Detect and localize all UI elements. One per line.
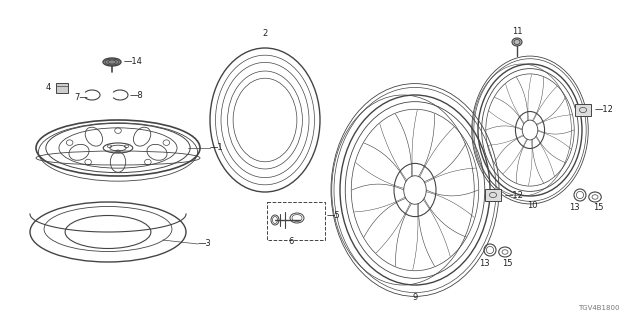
Text: 9: 9	[412, 292, 418, 301]
Text: —12: —12	[595, 106, 614, 115]
Text: —8: —8	[130, 91, 144, 100]
Ellipse shape	[512, 38, 522, 46]
Text: 15: 15	[593, 204, 604, 212]
Text: —14: —14	[124, 58, 143, 67]
Text: —12: —12	[505, 190, 524, 199]
Text: —1: —1	[210, 143, 223, 153]
Text: 15: 15	[502, 259, 512, 268]
Ellipse shape	[105, 59, 119, 65]
Text: 6: 6	[288, 237, 294, 246]
Text: 4: 4	[45, 84, 51, 92]
Text: TGV4B1800: TGV4B1800	[579, 305, 620, 311]
FancyBboxPatch shape	[485, 189, 501, 201]
Text: 10: 10	[527, 202, 537, 211]
Text: —5: —5	[327, 212, 340, 220]
Text: 13: 13	[569, 204, 579, 212]
FancyBboxPatch shape	[575, 104, 591, 116]
Text: 11: 11	[512, 28, 522, 36]
Text: 13: 13	[479, 259, 490, 268]
FancyBboxPatch shape	[56, 83, 68, 93]
Text: —3: —3	[198, 239, 212, 249]
Ellipse shape	[103, 58, 121, 66]
Text: 7—: 7—	[74, 92, 88, 101]
Text: 2: 2	[262, 29, 268, 38]
